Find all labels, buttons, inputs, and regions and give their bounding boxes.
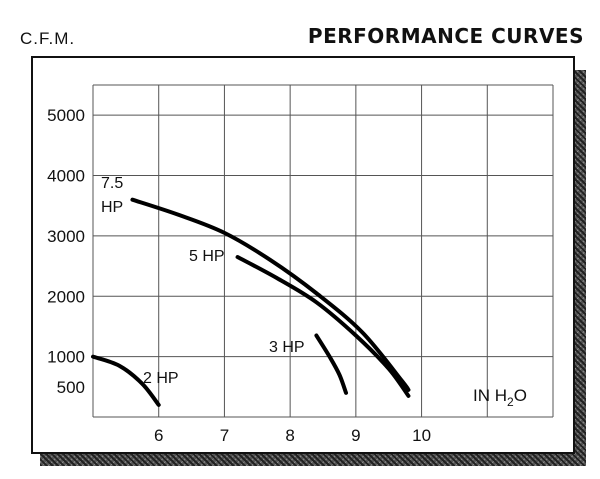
series-label: 5 HP xyxy=(189,248,225,265)
chart-title: PERFORMANCE CURVES xyxy=(307,24,584,48)
x-ticks: 6 7 8 9 10 xyxy=(154,426,431,445)
y-axis-unit-label: C.F.M. xyxy=(20,29,76,48)
x-tick-label: 6 xyxy=(154,426,163,445)
x-tick-label: 7 xyxy=(220,426,229,445)
y-tick-label: 2000 xyxy=(47,287,85,306)
series-label: HP xyxy=(101,199,123,216)
series-labels: 7.5 HP 5 HP 3 HP 2 HP xyxy=(101,175,305,387)
series-label: 3 HP xyxy=(269,339,305,356)
y-ticks: 500 1000 2000 3000 4000 5000 xyxy=(47,106,85,397)
curve-2-hp xyxy=(91,354,161,407)
curve-7-5-hp xyxy=(130,197,411,392)
x-tick-label: 9 xyxy=(351,426,360,445)
y-tick-label: 4000 xyxy=(47,167,85,186)
curve-3-hp xyxy=(314,333,348,395)
curve-5-hp xyxy=(235,255,411,398)
x-tick-label: 10 xyxy=(412,426,431,445)
series-label: 2 HP xyxy=(143,370,179,387)
x-axis-label: IN H2O xyxy=(473,386,527,409)
curves xyxy=(91,197,411,407)
y-tick-label: 500 xyxy=(57,378,85,397)
series-label: 7.5 xyxy=(101,175,123,192)
grid xyxy=(92,84,554,418)
y-tick-label: 3000 xyxy=(47,227,85,246)
y-tick-label: 5000 xyxy=(47,106,85,125)
y-tick-label: 1000 xyxy=(47,348,85,367)
x-tick-label: 8 xyxy=(285,426,294,445)
chart-panel xyxy=(31,56,575,454)
